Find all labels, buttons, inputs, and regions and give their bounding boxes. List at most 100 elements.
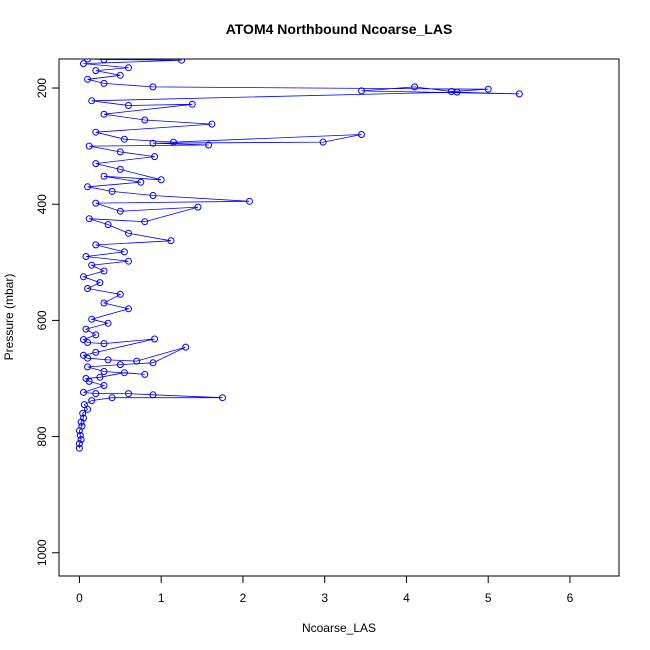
x-axis-label: Ncoarse_LAS [302, 621, 376, 635]
y-tick-label: 400 [35, 194, 49, 214]
x-tick-label: 3 [321, 591, 328, 605]
data-point [125, 257, 132, 265]
data-point [149, 359, 157, 367]
data-point [88, 261, 96, 269]
data-point [88, 397, 96, 405]
data-point [194, 203, 202, 211]
data-point [84, 363, 92, 371]
y-axis: 200 400 600 800 1000 [35, 78, 60, 566]
data-point [100, 382, 108, 389]
data-point [125, 64, 132, 72]
y-tick-label: 800 [35, 426, 49, 446]
data-point [100, 172, 108, 180]
data-point [137, 178, 145, 186]
data-point [100, 59, 108, 64]
data-point [80, 351, 87, 359]
data-point [80, 273, 87, 281]
data-point [100, 340, 108, 348]
data-point [80, 336, 87, 344]
data-point [100, 79, 108, 87]
data-point [133, 357, 141, 365]
data-point [149, 391, 157, 399]
data-point [125, 229, 132, 237]
data-point [116, 361, 124, 369]
data-point [84, 75, 92, 83]
data-point [116, 71, 124, 79]
data-point [82, 253, 90, 260]
data-point [75, 440, 83, 448]
data-point [78, 422, 86, 430]
data-point [319, 138, 327, 146]
x-axis: 0 1 2 3 4 5 6 [76, 575, 574, 605]
data-point [85, 142, 93, 150]
data-point [100, 110, 108, 118]
data-point [92, 241, 100, 249]
data-point [358, 131, 365, 138]
x-tick-label: 6 [567, 591, 574, 605]
data-point [92, 348, 100, 356]
x-tick-label: 4 [403, 591, 410, 605]
data-point [92, 331, 100, 339]
data-point [120, 135, 128, 143]
data-point [141, 116, 149, 124]
data-point [84, 285, 92, 292]
chart-title: ATOM4 Northbound Ncoarse_LAS [226, 21, 453, 37]
data-point [484, 85, 492, 93]
data-point [116, 165, 124, 173]
x-tick-label: 1 [158, 591, 165, 605]
y-tick-label: 600 [35, 310, 49, 330]
plot-area [75, 59, 523, 452]
data-point [80, 60, 87, 68]
data-point [149, 192, 157, 199]
data-point [100, 368, 108, 375]
data-point [125, 305, 132, 313]
data-point [120, 248, 128, 256]
data-point [358, 87, 365, 95]
data-point [116, 148, 124, 156]
data-point [208, 120, 216, 128]
data-point [120, 369, 128, 377]
data-point [96, 373, 104, 381]
data-point [100, 299, 108, 307]
data-point [85, 215, 93, 223]
data-point [151, 335, 159, 343]
data-point [104, 319, 112, 327]
series-0 [75, 59, 523, 452]
data-point [92, 390, 100, 398]
data-point [515, 90, 523, 98]
data-point [219, 394, 226, 402]
data-point [80, 388, 87, 396]
data-point [88, 315, 96, 323]
data-point [104, 356, 112, 364]
data-point [125, 102, 132, 109]
y-tick-label: 200 [35, 78, 49, 98]
data-point [92, 160, 100, 168]
data-point [79, 409, 87, 417]
data-point [178, 59, 186, 64]
data-point [157, 176, 165, 184]
data-point [170, 138, 177, 146]
y-tick-label: 1000 [35, 539, 49, 566]
data-point [141, 370, 149, 378]
data-point [100, 267, 108, 275]
data-point [447, 88, 455, 95]
x-tick-label: 5 [485, 591, 492, 605]
data-point [167, 237, 175, 245]
data-point [246, 197, 253, 205]
data-point [188, 100, 196, 108]
data-point [116, 290, 124, 298]
data-point [88, 97, 96, 105]
data-point [149, 139, 157, 147]
data-point [205, 141, 213, 149]
data-point [182, 343, 190, 351]
data-point [84, 183, 92, 191]
data-point [92, 199, 100, 207]
data-point [75, 444, 83, 452]
series-line [78, 59, 520, 449]
data-point [151, 153, 159, 161]
x-tick-label: 0 [76, 591, 83, 605]
x-tick-label: 2 [240, 591, 247, 605]
data-point [80, 414, 87, 422]
data-point [80, 401, 88, 409]
